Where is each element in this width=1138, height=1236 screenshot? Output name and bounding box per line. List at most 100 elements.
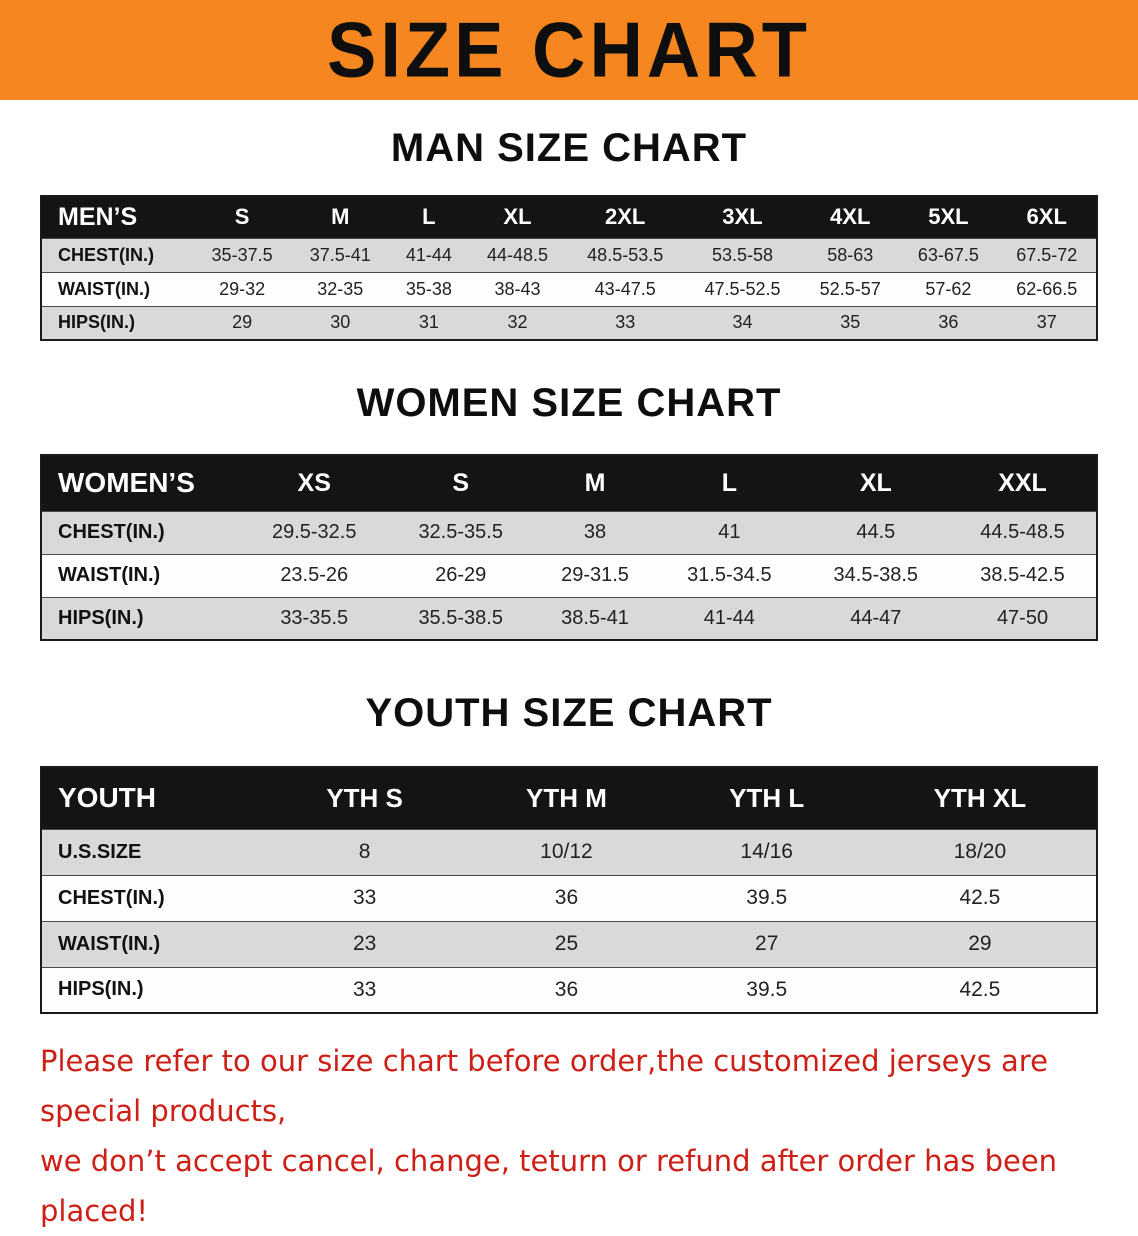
women-section-heading: WOMEN SIZE CHART	[356, 381, 782, 425]
size-value-cell: 43-47.5	[594, 278, 656, 299]
size-value-cell: 36	[938, 312, 959, 333]
size-value-cell: 34.5-38.5	[833, 564, 919, 586]
size-value-cell: 29	[232, 312, 253, 333]
size-value-cell: 32	[507, 312, 528, 333]
size-value-cell: 44.5	[856, 521, 896, 543]
row-label-cell: HIPS(IN.)	[58, 978, 144, 1001]
row-label-cell: CHEST(IN.)	[58, 521, 165, 543]
size-column-header: YTH L	[669, 767, 864, 829]
size-value-cell: 8	[358, 840, 371, 863]
table-corner-label: WOMEN’S	[41, 455, 241, 511]
size-value-cell: 41-44	[703, 606, 755, 629]
size-value-cell: 29.5-32.5	[271, 521, 357, 543]
size-value-cell: 47.5-52.5	[704, 278, 781, 299]
size-value-cell: 25	[554, 932, 579, 955]
size-value-cell: 53.5-58	[711, 244, 774, 265]
size-column-header: M	[291, 196, 390, 238]
banner: SIZE CHART	[0, 0, 1138, 100]
size-value-cell: 44.5-48.5	[980, 521, 1065, 543]
size-value-cell: 33	[615, 312, 636, 333]
size-value-cell: 67.5-72	[1016, 244, 1078, 265]
size-value-cell: 33	[352, 977, 377, 1001]
size-value-cell: 47-50	[996, 606, 1049, 629]
size-value-cell: 32-35	[317, 278, 364, 299]
size-column-header: 6XL	[997, 196, 1097, 238]
size-column-header: XXL	[949, 455, 1097, 511]
size-value-cell: 26-29	[435, 564, 487, 586]
table-header-row: YOUTH YTH S YTH M YTH L YTH XL	[41, 767, 1097, 829]
size-value-cell: 33	[352, 886, 377, 909]
size-column-header: 4XL	[801, 196, 900, 238]
section-men: MAN SIZE CHART MEN’S S M L XL 2XL 3XL 4XL 5XL 6XL…	[0, 126, 1138, 341]
youth-section-heading: YOUTH SIZE CHART	[365, 691, 773, 735]
table-corner-label: YOUTH	[41, 767, 266, 829]
size-value-cell: 23	[352, 932, 377, 955]
size-value-cell: 42.5	[959, 886, 1001, 909]
disclaimer: Please refer to our size chart before or…	[40, 1036, 1098, 1236]
size-column-header: 3XL	[683, 196, 802, 238]
size-value-cell: 38	[583, 521, 607, 543]
row-label-cell: HIPS(IN.)	[58, 606, 144, 629]
size-value-cell: 33-35.5	[280, 606, 349, 629]
size-column-header: YTH S	[266, 767, 464, 829]
table-row: U.S.SIZE 8 10/12 14/16 18/20	[41, 829, 1097, 875]
size-value-cell: 34	[732, 312, 753, 333]
size-value-cell: 39.5	[746, 977, 788, 1001]
size-value-cell: 52.5-57	[819, 278, 881, 299]
size-value-cell: 44-47	[850, 606, 902, 629]
size-value-cell: 37.5-41	[309, 244, 371, 265]
table-header-row: WOMEN’S XS S M L XL XXL	[41, 455, 1097, 511]
table-corner-label: MEN’S	[41, 196, 193, 238]
size-value-cell: 10/12	[540, 840, 593, 863]
size-value-cell: 42.5	[959, 977, 1001, 1001]
row-label-cell: WAIST(IN.)	[58, 278, 150, 299]
size-column-header: YTH XL	[863, 767, 1097, 829]
size-value-cell: 14/16	[740, 840, 793, 863]
size-value-cell: 31	[418, 312, 439, 333]
size-value-cell: 63-67.5	[917, 244, 979, 265]
size-value-cell: 35	[840, 312, 861, 333]
size-value-cell: 35.5-38.5	[418, 606, 503, 629]
size-column-header: 2XL	[566, 196, 684, 238]
size-value-cell: 31.5-34.5	[687, 564, 772, 586]
size-column-header: 5XL	[899, 196, 998, 238]
size-value-cell: 41	[718, 521, 741, 543]
size-value-cell: 62-66.5	[1016, 278, 1078, 299]
size-value-cell: 38.5-42.5	[980, 564, 1065, 586]
table-row: HIPS(IN.) 33-35.5 35.5-38.5 38.5-41 41-44 44-…	[41, 597, 1097, 640]
row-label-cell: U.S.SIZE	[58, 840, 142, 863]
size-value-cell: 35-37.5	[211, 244, 273, 265]
size-value-cell: 57-62	[925, 278, 972, 299]
size-column-header: M	[533, 455, 657, 511]
row-label-cell: WAIST(IN.)	[58, 932, 161, 955]
row-label-cell: WAIST(IN.)	[58, 564, 161, 586]
row-label-cell: CHEST(IN.)	[58, 886, 165, 909]
disclaimer-line-1: Please refer to our size chart before or…	[40, 1044, 1048, 1128]
size-value-cell: 18/20	[953, 840, 1007, 863]
size-value-cell: 48.5-53.5	[587, 244, 664, 265]
size-value-cell: 38-43	[494, 278, 541, 299]
row-label-cell: HIPS(IN.)	[58, 312, 136, 333]
size-column-header: L	[656, 455, 803, 511]
size-value-cell: 36	[554, 977, 579, 1001]
size-value-cell: 29	[968, 932, 992, 955]
table-row: WAIST(IN.) 23.5-26 26-29 29-31.5 31.5-34.5 34…	[41, 554, 1097, 597]
size-column-header: L	[389, 196, 469, 238]
size-column-header: XL	[468, 196, 567, 238]
table-row: CHEST(IN.) 33 36 39.5 42.5	[41, 875, 1097, 921]
disclaimer-line-2: we don’t accept cancel, change, teturn o…	[40, 1144, 1058, 1228]
men-section-heading: MAN SIZE CHART	[390, 126, 748, 170]
size-value-cell: 32.5-35.5	[418, 521, 503, 543]
table-header-row: MEN’S S M L XL 2XL 3XL 4XL 5XL 6XL	[41, 196, 1097, 238]
size-value-cell: 29-32	[219, 278, 266, 299]
table-row: CHEST(IN.) 29.5-32.5 32.5-35.5 38 41 44.5 44.5…	[41, 511, 1097, 554]
size-column-header: XS	[241, 455, 388, 511]
section-youth: YOUTH SIZE CHART YOUTH YTH S YTH M YTH L YTH…	[0, 691, 1138, 1014]
size-value-cell: 41-44	[405, 244, 452, 265]
size-column-header: YTH M	[463, 767, 670, 829]
youth-size-table: YOUTH YTH S YTH M YTH L YTH XL U.S.SIZE 8 10/12…	[40, 766, 1098, 1014]
men-size-table: MEN’S S M L XL 2XL 3XL 4XL 5XL 6XL CHEST(IN.) 35-37…	[40, 195, 1098, 341]
size-value-cell: 23.5-26	[280, 564, 349, 586]
table-row: WAIST(IN.) 23 25 27 29	[41, 921, 1097, 967]
